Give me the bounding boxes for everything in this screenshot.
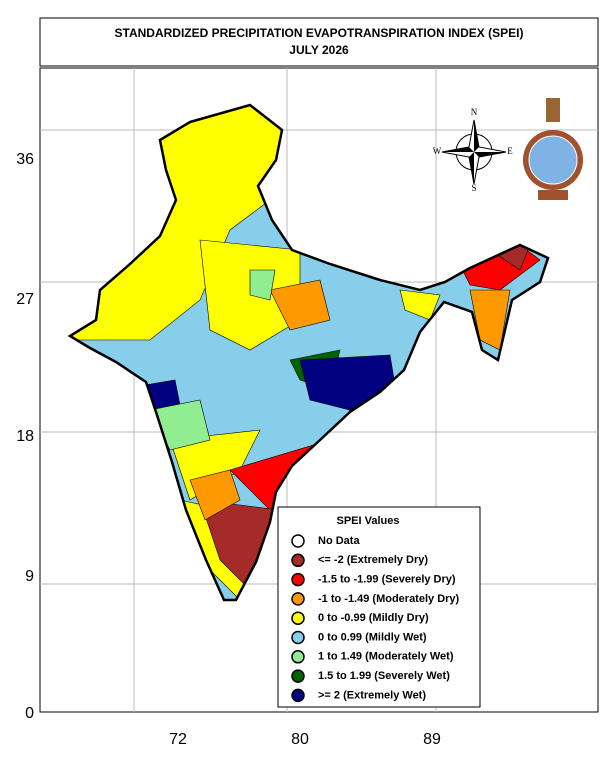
legend-swatch	[291, 592, 305, 606]
subtitle: JULY 2026	[289, 43, 349, 57]
legend-title: SPEI Values	[337, 515, 400, 527]
legend-swatch	[291, 669, 305, 683]
region	[269, 279, 331, 331]
legend-swatch	[291, 650, 305, 664]
region	[189, 469, 241, 521]
legend-swatch	[291, 572, 305, 587]
y-tick-label: 27	[16, 291, 34, 308]
y-tick-label: 36	[16, 151, 34, 168]
region	[249, 269, 276, 301]
legend-label: No Data	[318, 535, 360, 547]
legend-label: -1.5 to -1.99 (Severely Dry)	[318, 574, 456, 586]
title-box	[39, 17, 599, 67]
legend-label: >= 2 (Extremely Wet)	[318, 689, 426, 701]
legend-swatch	[291, 553, 305, 568]
x-tick-label: 80	[291, 731, 309, 748]
legend-label: 0 to -0.99 (Mildly Dry)	[318, 612, 429, 624]
logo-ribbon	[538, 190, 568, 200]
legend-label: -1 to -1.49 (Moderately Dry)	[318, 593, 460, 605]
emblem	[546, 98, 560, 122]
axes: 36 27 18 9 0 72 80 89	[16, 151, 441, 748]
y-tick-label: 9	[25, 568, 34, 585]
legend-label: 1 to 1.49 (Moderately Wet)	[318, 651, 454, 663]
legend-swatch	[291, 630, 305, 645]
logo	[523, 98, 583, 200]
compass: N S E W	[433, 107, 514, 193]
legend-box	[277, 506, 481, 708]
legend-label: 0 to 0.99 (Mildly Wet)	[318, 631, 427, 643]
y-tick-label: 18	[16, 428, 34, 445]
compass-n: N	[471, 107, 478, 117]
compass-star-dark	[442, 120, 506, 184]
compass-w: W	[433, 146, 442, 156]
logo-globe	[528, 135, 578, 185]
legend-swatch	[291, 688, 305, 703]
legend-swatch	[291, 534, 305, 548]
legend-label: 1.5 to 1.99 (Severely Wet)	[318, 670, 450, 682]
compass-e: E	[507, 146, 513, 156]
legend: SPEI Values No Data <= -2 (Extremely Dry)…	[277, 506, 481, 708]
compass-s: S	[471, 183, 476, 193]
y-tick-label: 0	[25, 705, 34, 722]
x-tick-label: 72	[169, 731, 187, 748]
legend-swatch	[291, 611, 305, 625]
title: STANDARDIZED PRECIPITATION EVAPOTRANSPIR…	[115, 26, 524, 40]
x-tick-label: 89	[423, 731, 441, 748]
legend-label: <= -2 (Extremely Dry)	[318, 554, 428, 566]
